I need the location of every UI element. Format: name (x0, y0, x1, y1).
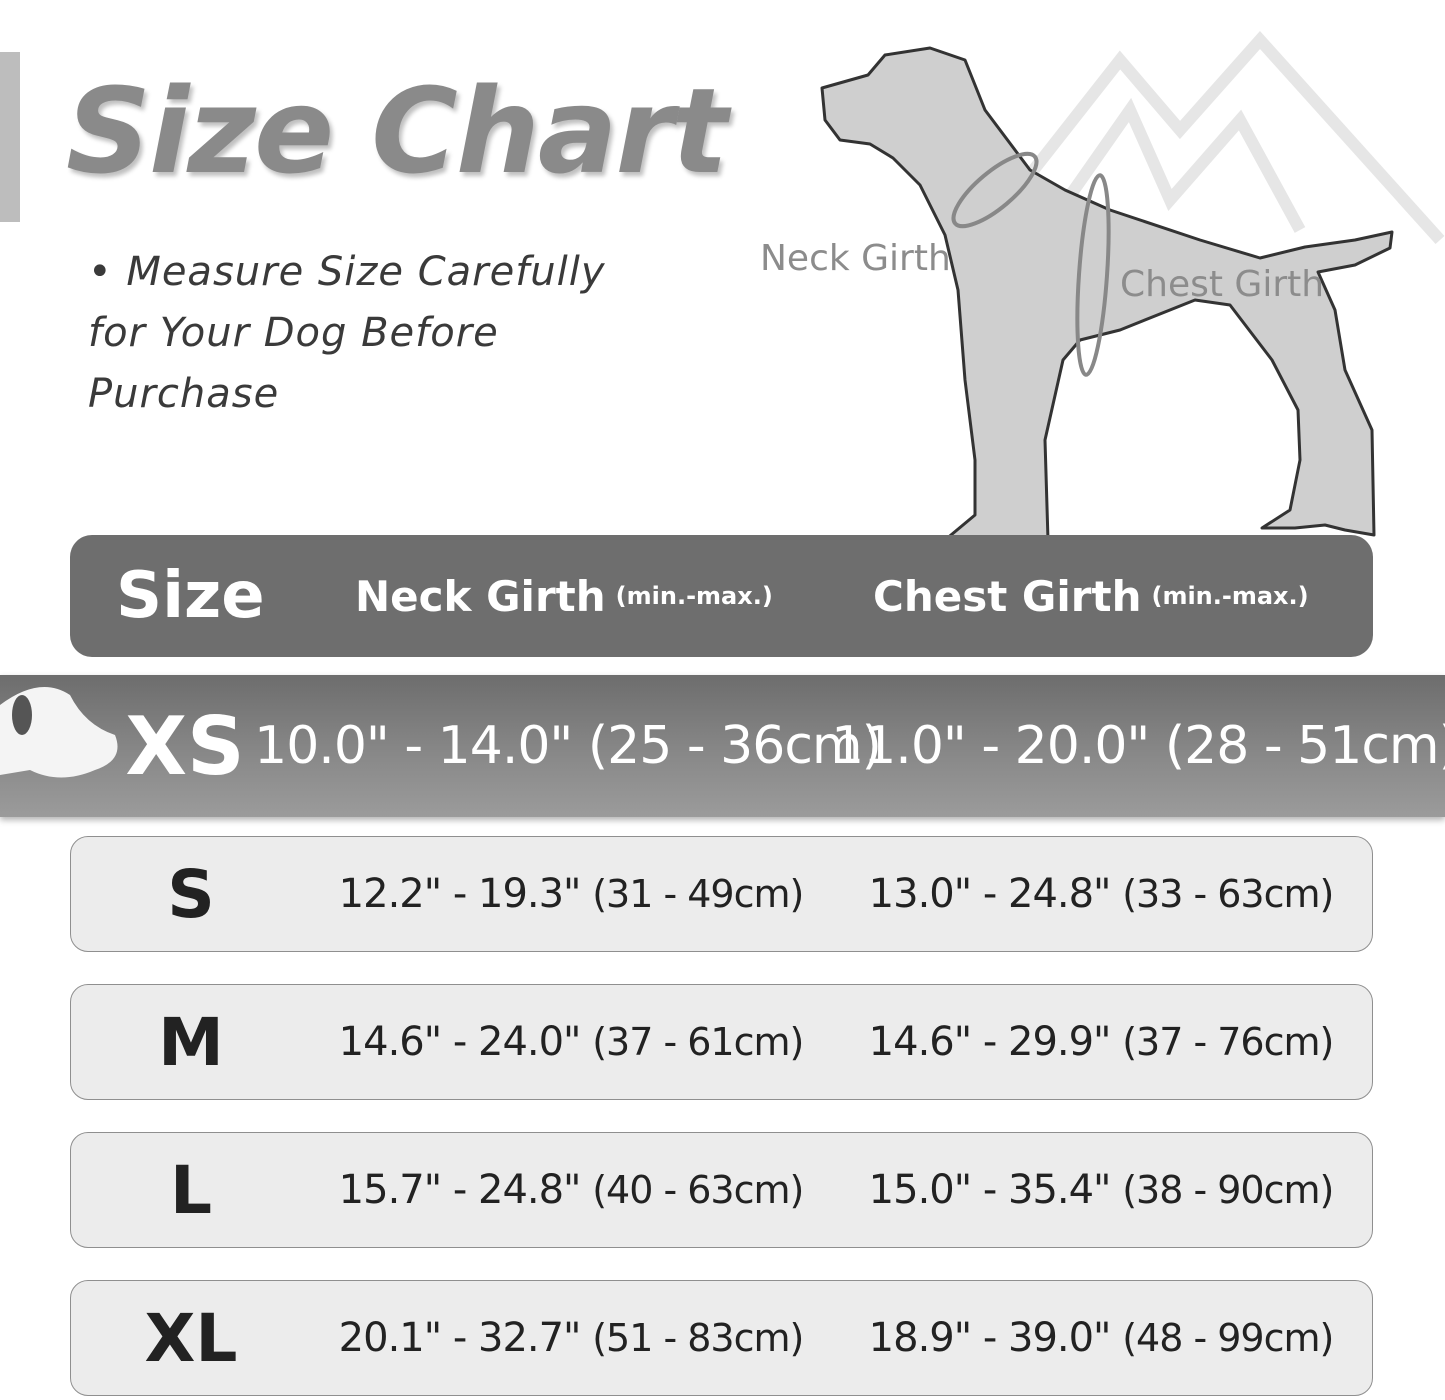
neck-girth-value: 14.6" - 24.0" (37 - 61cm) (338, 985, 805, 1099)
header-chest-note: (min.-max.) (1151, 582, 1309, 610)
measure-note: • Measure Size Carefully for Your Dog Be… (88, 242, 606, 425)
size-label: XL (144, 1299, 238, 1377)
chest-girth-value: 14.6" - 29.9" (37 - 76cm) (861, 985, 1341, 1099)
size-label: S (167, 855, 215, 933)
neck-girth-value: 20.1" - 32.7" (51 - 83cm) (338, 1281, 805, 1395)
table-row-s: S 12.2" - 19.3" (31 - 49cm) 13.0" - 24.8… (70, 836, 1373, 952)
dog-head-icon (0, 687, 118, 778)
table-row-m: M 14.6" - 24.0" (37 - 61cm) 14.6" - 29.9… (70, 984, 1373, 1100)
chest-cm: (33 - 63cm) (1122, 872, 1334, 916)
header-chest: Chest Girth (min.-max.) (873, 535, 1309, 657)
size-label: M (158, 1003, 224, 1081)
neck-girth-value: 15.7" - 24.8" (40 - 63cm) (338, 1133, 805, 1247)
neck-girth-value: 10.0" - 14.0" (25 - 36cm) (254, 675, 882, 817)
header-neck: Neck Girth (min.-max.) (355, 535, 773, 657)
neck-cm: (40 - 63cm) (592, 1168, 804, 1212)
neck-inches: 14.6" - 24.0" (338, 1019, 582, 1065)
neck-inches: 20.1" - 32.7" (338, 1315, 582, 1361)
size-label: L (169, 1151, 213, 1229)
chest-inches: 18.9" - 39.0" (868, 1315, 1112, 1361)
table-row-xl: XL 20.1" - 32.7" (51 - 83cm) 18.9" - 39.… (70, 1280, 1373, 1396)
header-neck-note: (min.-max.) (615, 582, 773, 610)
chest-inches: 14.6" - 29.9" (868, 1019, 1112, 1065)
neck-cm: (51 - 83cm) (592, 1316, 804, 1360)
neck-inches: 15.7" - 24.8" (338, 1167, 582, 1213)
header-neck-label: Neck Girth (355, 571, 606, 621)
chest-cm: (28 - 51cm) (1164, 716, 1445, 776)
note-line-3: Purchase (88, 371, 280, 417)
chest-girth-value: 18.9" - 39.0" (48 - 99cm) (861, 1281, 1341, 1395)
chest-inches: 15.0" - 35.4" (868, 1167, 1112, 1213)
mountain-watermark-icon (1005, 31, 1445, 245)
neck-girth-value: 12.2" - 19.3" (31 - 49cm) (338, 837, 805, 951)
table-header: Size Neck Girth (min.-max.) Chest Girth … (70, 535, 1373, 657)
note-line-1: Measure Size Carefully (126, 249, 606, 295)
chest-girth-value: 13.0" - 24.8" (33 - 63cm) (861, 837, 1341, 951)
dog-silhouette-icon: Neck Girth Chest Girth (760, 31, 1445, 567)
chest-inches: 11.0" - 20.0" (831, 716, 1150, 776)
table-row-xs-highlight: XS 10.0" - 14.0" (25 - 36cm) 11.0" - 20.… (0, 675, 1445, 817)
neck-inches: 12.2" - 19.3" (338, 871, 582, 917)
note-line-2: for Your Dog Before (88, 310, 499, 356)
neck-cm: (25 - 36cm) (587, 716, 882, 776)
neck-cm: (37 - 61cm) (592, 1020, 804, 1064)
header-size: Size (116, 559, 265, 633)
chest-girth-value: 11.0" - 20.0" (28 - 51cm) (831, 675, 1445, 817)
neck-inches: 10.0" - 14.0" (254, 716, 573, 776)
chest-cm: (48 - 99cm) (1122, 1316, 1334, 1360)
title-accent-bar (0, 52, 20, 222)
chest-cm: (37 - 76cm) (1122, 1020, 1334, 1064)
table-row-l: L 15.7" - 24.8" (40 - 63cm) 15.0" - 35.4… (70, 1132, 1373, 1248)
header-chest-label: Chest Girth (873, 571, 1142, 621)
bullet: • (88, 249, 113, 295)
chest-girth-label: Chest Girth (1120, 264, 1325, 305)
neck-girth-label: Neck Girth (760, 238, 951, 279)
neck-cm: (31 - 49cm) (592, 872, 804, 916)
page-title: Size Chart (66, 62, 728, 200)
chest-cm: (38 - 90cm) (1122, 1168, 1334, 1212)
size-label: XS (125, 699, 245, 793)
chest-inches: 13.0" - 24.8" (868, 871, 1112, 917)
chest-girth-value: 15.0" - 35.4" (38 - 90cm) (861, 1133, 1341, 1247)
